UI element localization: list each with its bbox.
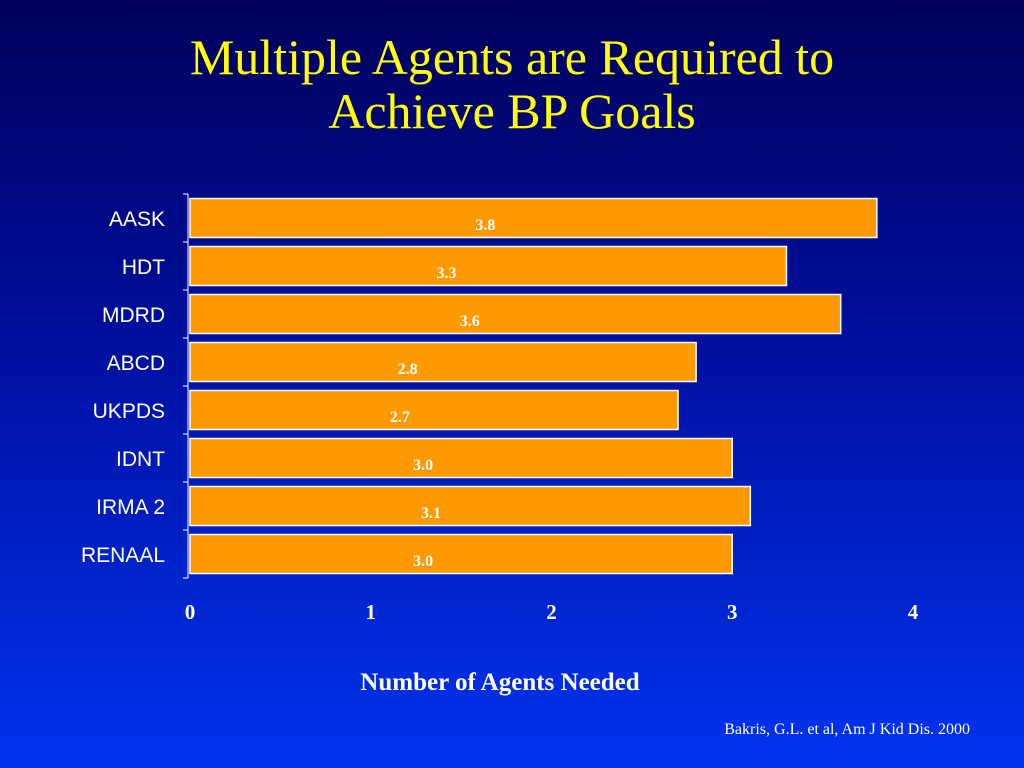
bar-mdrd	[189, 293, 842, 335]
title-line-2: Achieve BP Goals	[328, 83, 696, 139]
category-label: IDNT	[116, 448, 165, 471]
citation: Bakris, G.L. et al, Am J Kid Dis. 2000	[724, 721, 970, 738]
category-label: ABCD	[107, 352, 165, 375]
x-tick-label: 1	[366, 600, 377, 624]
category-label: UKPDS	[93, 400, 165, 423]
category-label: AASK	[109, 208, 165, 231]
data-label: 2.8	[398, 361, 418, 378]
bar-irma-2	[189, 485, 752, 527]
x-tick-label: 0	[185, 600, 196, 624]
category-label: HDT	[122, 256, 165, 279]
data-label: 3.0	[413, 457, 433, 474]
x-tick-label: 3	[727, 600, 738, 624]
category-label: IRMA 2	[96, 496, 165, 519]
slide-title: Multiple Agents are Required to Achieve …	[0, 30, 1024, 138]
data-label: 3.1	[421, 505, 441, 522]
x-axis-label: Number of Agents Needed	[360, 669, 639, 696]
bar-idnt	[189, 437, 733, 479]
data-label: 3.3	[436, 265, 456, 282]
category-label: MDRD	[102, 304, 165, 327]
bar-hdt	[189, 245, 788, 287]
data-label: 3.6	[460, 313, 480, 330]
bar-ukpds	[189, 389, 679, 431]
bar-aask	[189, 197, 878, 239]
data-label: 3.8	[475, 217, 495, 234]
bar-abcd	[189, 341, 697, 383]
x-tick-label: 4	[908, 600, 919, 624]
title-line-1: Multiple Agents are Required to	[189, 29, 835, 85]
category-label: RENAAL	[81, 544, 165, 567]
data-label: 3.0	[413, 553, 433, 570]
x-tick-label: 2	[546, 600, 557, 624]
data-label: 2.7	[390, 409, 410, 426]
bar-renaal	[189, 533, 733, 575]
